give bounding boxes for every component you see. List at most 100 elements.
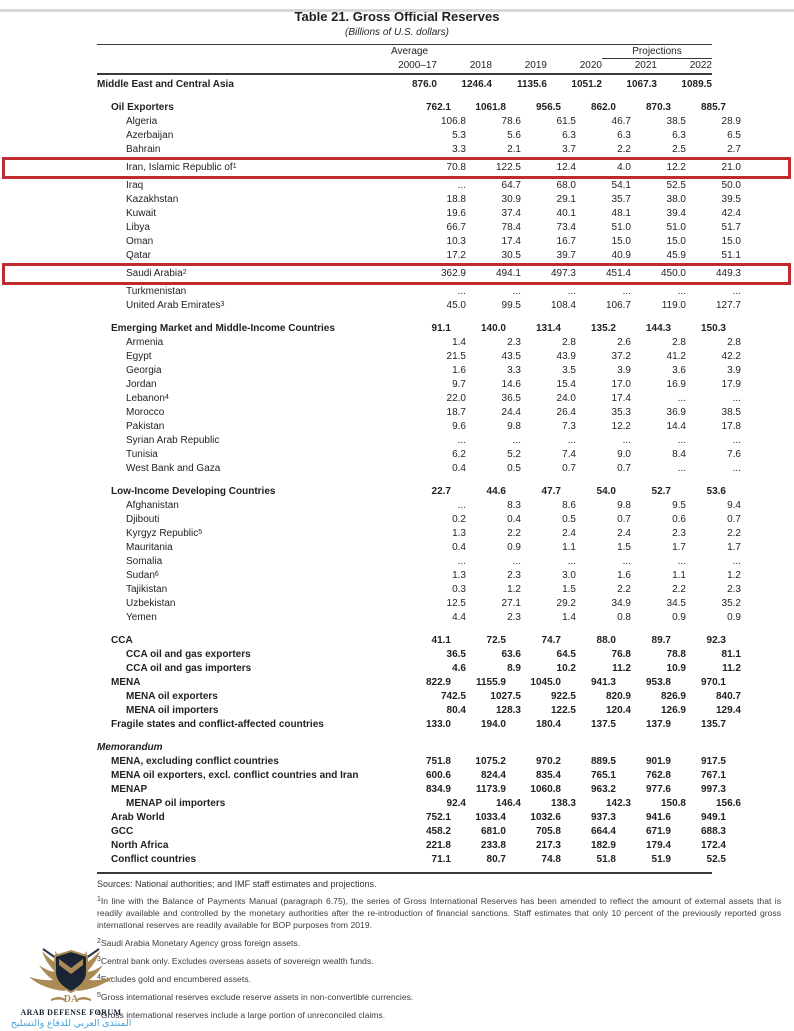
value-cell: 2.5 bbox=[672, 144, 686, 155]
value-cell: 9.5 bbox=[672, 500, 686, 511]
table-row: MENAP oil importers 92.4 146.4 138.3 142.3 15… bbox=[97, 797, 741, 811]
value-cell: ... bbox=[457, 556, 466, 567]
value-cell: 35.7 bbox=[611, 194, 631, 205]
value-cell: 688.3 bbox=[700, 826, 726, 837]
row-label: CCA oil and gas exporters bbox=[126, 649, 251, 660]
value-cell: 133.0 bbox=[425, 719, 451, 730]
value-cell: 17.2 bbox=[446, 250, 466, 261]
value-cell: 137.5 bbox=[590, 719, 616, 730]
sources-line: Sources: National authorities; and IMF s… bbox=[97, 879, 377, 889]
page-title: Table 21. Gross Official Reserves bbox=[294, 9, 500, 24]
value-cell: 917.5 bbox=[700, 756, 726, 767]
value-cell: 2.3 bbox=[507, 570, 521, 581]
value-cell: 89.7 bbox=[651, 635, 671, 646]
value-cell: 6.5 bbox=[727, 130, 741, 141]
value-cell: 1155.9 bbox=[475, 677, 506, 688]
value-cell: 52.5 bbox=[666, 180, 686, 191]
value-cell: 826.9 bbox=[660, 691, 686, 702]
table-row: Armenia 1.4 2.3 2.8 2.6 2.8 2.8 bbox=[97, 336, 741, 350]
value-cell: 106.8 bbox=[440, 116, 466, 127]
value-cell: 39.7 bbox=[556, 250, 576, 261]
value-cell: 41.2 bbox=[666, 351, 686, 362]
value-cell: ... bbox=[622, 556, 631, 567]
year-column-header: 2000–17 bbox=[398, 60, 437, 71]
table-header-rule bbox=[97, 73, 712, 75]
row-label: Mauritania bbox=[126, 542, 173, 553]
value-cell: 1033.4 bbox=[475, 812, 506, 823]
row-label: Oman bbox=[126, 236, 154, 247]
value-cell: 2.7 bbox=[727, 144, 741, 155]
footnote: 6Gross international reserves include a … bbox=[97, 1010, 386, 1020]
value-cell: 179.4 bbox=[645, 840, 671, 851]
value-cell: 9.0 bbox=[617, 449, 631, 460]
value-cell: 70.8 bbox=[446, 162, 466, 173]
value-cell: 8.3 bbox=[507, 500, 521, 511]
value-cell: 1.1 bbox=[562, 542, 576, 553]
value-cell: 3.3 bbox=[452, 144, 466, 155]
table-row: Afghanistan... 8.3 8.6 9.8 9.5 9.4 bbox=[97, 499, 741, 513]
value-cell: 8.6 bbox=[562, 500, 576, 511]
value-cell: ... bbox=[732, 393, 741, 404]
value-cell: 752.1 bbox=[425, 812, 451, 823]
value-cell: 51.0 bbox=[611, 222, 631, 233]
value-cell: 2.1 bbox=[507, 144, 521, 155]
table-row: Tajikistan 0.3 1.2 1.5 2.2 2.2 2.3 bbox=[97, 583, 741, 597]
header-average: Average bbox=[390, 46, 429, 57]
value-cell: ... bbox=[677, 463, 686, 474]
value-cell: 2.2 bbox=[507, 528, 521, 539]
value-cell: 45.9 bbox=[666, 250, 686, 261]
value-cell: 126.9 bbox=[660, 705, 686, 716]
value-cell: 9.4 bbox=[727, 500, 741, 511]
value-cell: 54.0 bbox=[596, 486, 616, 497]
value-cell: 0.5 bbox=[507, 463, 521, 474]
value-cell: 40.9 bbox=[611, 250, 631, 261]
value-cell: ... bbox=[512, 435, 521, 446]
value-cell: 2.8 bbox=[672, 337, 686, 348]
value-cell: 2.2 bbox=[672, 584, 686, 595]
value-cell: 2.2 bbox=[617, 584, 631, 595]
value-cell: 64.7 bbox=[501, 180, 521, 191]
value-cell: 1067.3 bbox=[626, 79, 657, 90]
value-cell: 889.5 bbox=[590, 756, 616, 767]
table-row: Oil Exporters 762.1 1061.8 956.5 862.0 870.3 8… bbox=[97, 101, 726, 115]
table-row: West Bank and Gaza 0.4 0.5 0.7 0.7...... bbox=[97, 462, 741, 476]
value-cell: 106.7 bbox=[605, 300, 631, 311]
row-label: Morocco bbox=[126, 407, 165, 418]
value-cell: 1.5 bbox=[562, 584, 576, 595]
value-cell: 51.7 bbox=[721, 222, 741, 233]
value-cell: 0.4 bbox=[452, 463, 466, 474]
value-cell: 1032.6 bbox=[530, 812, 561, 823]
value-cell: ... bbox=[567, 286, 576, 297]
forum-name-arabic: المنتدى العربي للدفاع والتسليح bbox=[10, 1018, 132, 1029]
value-cell: 681.0 bbox=[480, 826, 506, 837]
value-cell: 494.1 bbox=[495, 268, 521, 279]
footnote: 4Excludes gold and encumbered assets. bbox=[97, 974, 251, 984]
value-cell: 742.5 bbox=[440, 691, 466, 702]
table-row: Qatar 17.2 30.5 39.7 40.9 45.9 51.1 bbox=[97, 249, 741, 263]
footnote: 1In line with the Balance of Payments Ma… bbox=[97, 896, 781, 930]
value-cell: 8.9 bbox=[507, 663, 521, 674]
value-cell: 9.7 bbox=[452, 379, 466, 390]
value-cell: 840.7 bbox=[715, 691, 741, 702]
row-label: Tunisia bbox=[126, 449, 158, 460]
row-label: MENAP oil importers bbox=[126, 798, 226, 809]
value-cell: 2.4 bbox=[562, 528, 576, 539]
row-label: Libya bbox=[126, 222, 150, 233]
value-cell: 600.6 bbox=[425, 770, 451, 781]
value-cell: 2.3 bbox=[727, 584, 741, 595]
table-row: United Arab Emirates3 45.0 99.5 108.4 106.7 1… bbox=[97, 299, 741, 313]
value-cell bbox=[492, 741, 547, 755]
value-cell: 18.7 bbox=[446, 407, 466, 418]
table-row: CCA oil and gas exporters 36.5 63.6 64.5 76.… bbox=[97, 648, 741, 662]
value-cell: 44.6 bbox=[486, 486, 506, 497]
value-cell: 217.3 bbox=[535, 840, 561, 851]
value-cell: 956.5 bbox=[535, 102, 561, 113]
table-row: Oman 10.3 17.4 16.7 15.0 15.0 15.0 bbox=[97, 235, 741, 249]
row-label: Afghanistan bbox=[126, 500, 179, 511]
value-cell: 221.8 bbox=[425, 840, 451, 851]
value-cell: ... bbox=[677, 393, 686, 404]
value-cell: 29.1 bbox=[556, 194, 576, 205]
value-cell: 671.9 bbox=[645, 826, 671, 837]
value-cell: 9.6 bbox=[452, 421, 466, 432]
value-cell: 128.3 bbox=[495, 705, 521, 716]
